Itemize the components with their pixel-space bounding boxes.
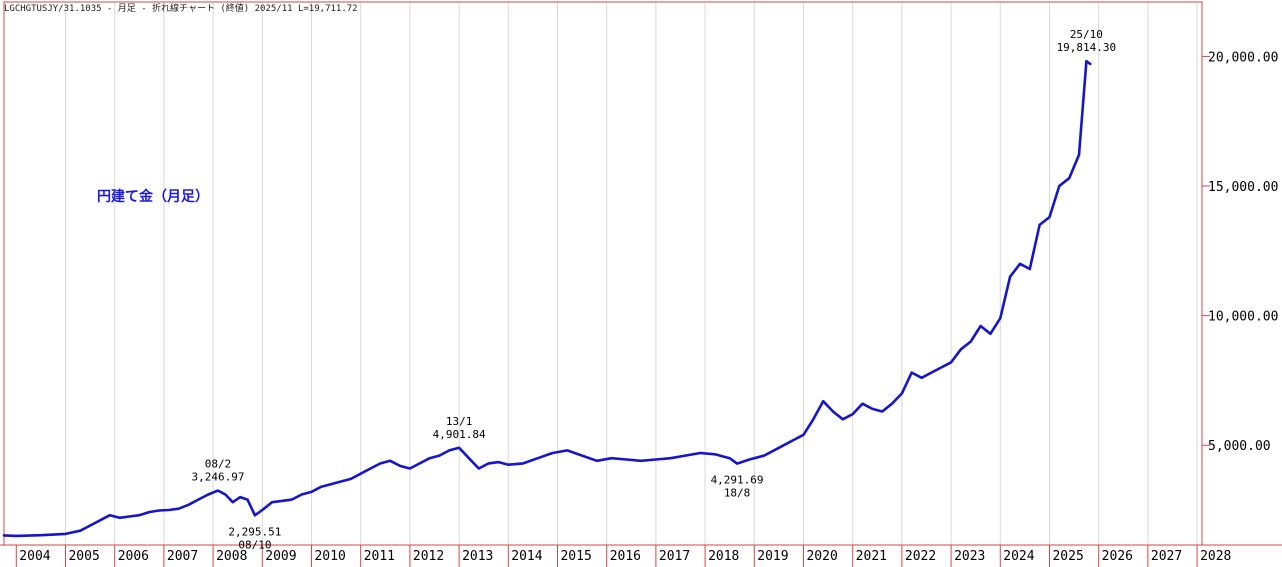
x-tick-label: 2028: [1200, 549, 1231, 564]
x-tick-label: 2021: [856, 549, 887, 564]
x-tick-label: 2005: [68, 549, 99, 564]
y-tick-label: 5,000.00: [1208, 439, 1271, 454]
x-tick-label: 2024: [1003, 549, 1034, 564]
annotation-line-2: 19,814.30: [1057, 41, 1117, 54]
annotation-line-1: 08/2: [205, 458, 232, 471]
y-axis: 5,000.00 10,000.00 15,000.00 20,000.00: [1202, 50, 1278, 454]
x-tick-label: 2014: [511, 549, 542, 564]
annotation-line-2: 18/8: [724, 487, 751, 500]
x-tick-label: 2012: [413, 549, 444, 564]
x-tick-label: 2018: [708, 549, 739, 564]
annotation-line-1: 13/1: [446, 415, 473, 428]
x-tick-label: 2010: [314, 549, 345, 564]
annotation-line-2: 08/10: [238, 538, 271, 551]
x-tick-label: 2023: [954, 549, 985, 564]
x-tick-label: 2008: [216, 549, 247, 564]
x-tick-label: 2007: [167, 549, 198, 564]
chart-title: 円建て金（月足）: [97, 188, 209, 205]
x-tick-label: 2009: [265, 549, 296, 564]
chart-header: LGCHGTUSJY/31.1035 - 月足 - 折れ線チャート (終値) 2…: [4, 2, 358, 14]
series-line: [2, 59, 1092, 538]
y-tick-label: 20,000.00: [1208, 50, 1278, 65]
annotation-line-2: 3,246.97: [192, 471, 245, 484]
x-tick-label: 2020: [806, 549, 837, 564]
y-tick-label: 10,000.00: [1208, 310, 1278, 325]
x-tick-label: 2026: [1102, 549, 1133, 564]
annotation-line-1: 4,291.69: [711, 474, 764, 487]
x-tick-label: 2013: [462, 549, 493, 564]
grid-lines: [64, 2, 1198, 545]
annotation-line-1: 25/10: [1070, 28, 1103, 41]
annotation-line-1: 2,295.51: [228, 525, 281, 538]
x-tick-label: 2011: [364, 549, 395, 564]
x-axis: 2004 2005 2006 2007 2008 2009 2010 2011 2012 2013…: [15, 545, 1231, 567]
x-tick-label: 2025: [1052, 549, 1083, 564]
x-tick-label: 2027: [1151, 549, 1182, 564]
x-tick-label: 2015: [560, 549, 591, 564]
y-tick-label: 15,000.00: [1208, 180, 1278, 195]
x-tick-label: 2016: [610, 549, 641, 564]
annotation-line-2: 4,901.84: [433, 428, 486, 441]
x-tick-label: 2006: [118, 549, 149, 564]
x-tick-label: 2017: [659, 549, 690, 564]
annotation-08-2: 08/23,246.97: [192, 458, 245, 484]
x-tick-label: 2019: [757, 549, 788, 564]
x-tick-label: 2004: [19, 549, 50, 564]
annotation-13-1: 13/14,901.84: [433, 415, 486, 441]
x-tick-label: 2022: [905, 549, 936, 564]
